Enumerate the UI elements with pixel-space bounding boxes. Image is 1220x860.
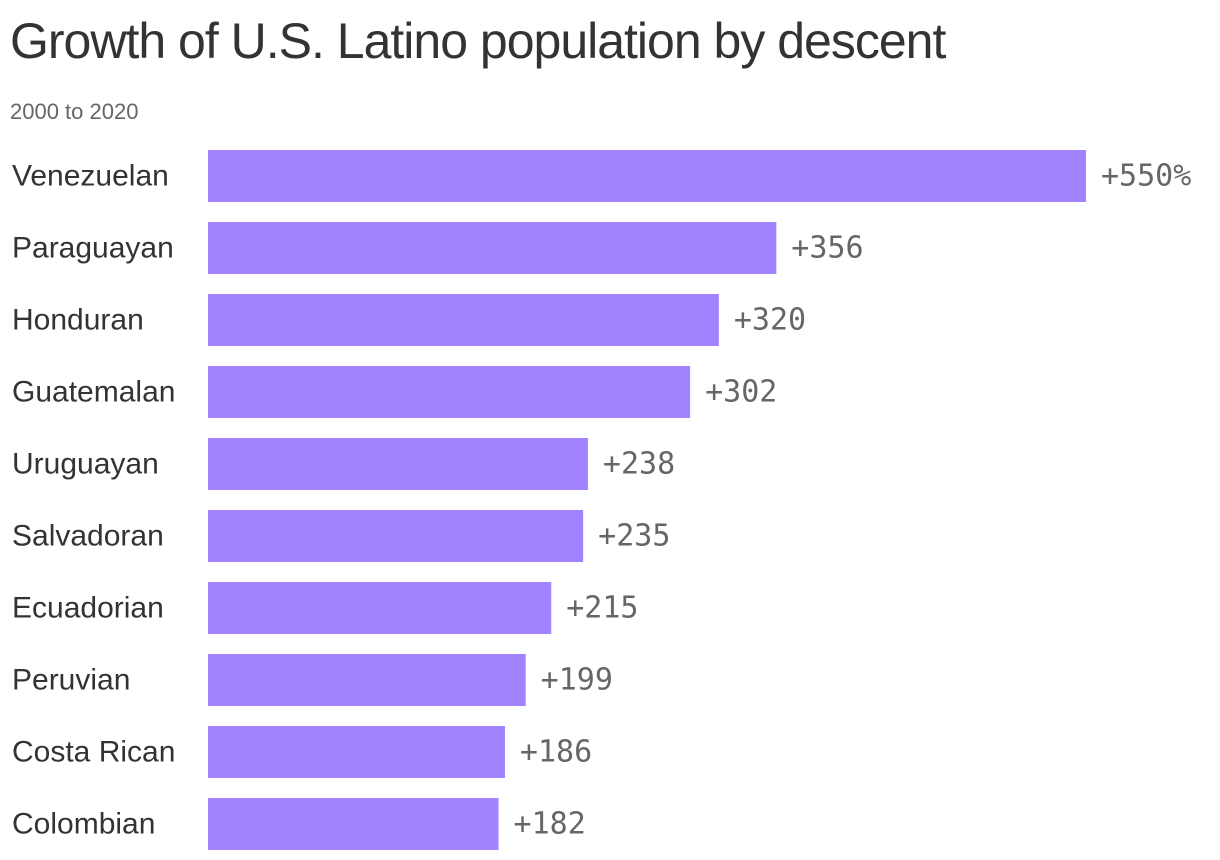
category-label-salvadoran: Salvadoran <box>12 520 164 553</box>
value-label-paraguayan: +356 <box>791 231 863 266</box>
category-label-uruguayan: Uruguayan <box>12 448 159 481</box>
category-label-peruvian: Peruvian <box>12 664 130 697</box>
value-label-colombian: +182 <box>514 807 586 842</box>
category-label-paraguayan: Paraguayan <box>12 232 174 265</box>
value-label-ecuadorian: +215 <box>566 591 638 626</box>
bar-peruvian <box>208 654 526 706</box>
category-label-ecuadorian: Ecuadorian <box>12 592 164 625</box>
category-label-costa-rican: Costa Rican <box>12 736 175 769</box>
value-label-guatemalan: +302 <box>705 375 777 410</box>
bar-salvadoran <box>208 510 584 562</box>
value-label-venezuelan: +550% <box>1101 159 1191 194</box>
value-label-peruvian: +199 <box>541 663 613 698</box>
bar-paraguayan <box>208 222 777 274</box>
chart-title: Growth of U.S. Latino population by desc… <box>10 13 946 69</box>
bar-colombian <box>208 798 499 850</box>
bar-guatemalan <box>208 366 691 418</box>
category-label-honduran: Honduran <box>12 304 144 337</box>
category-label-guatemalan: Guatemalan <box>12 376 175 409</box>
bar-costa-rican <box>208 726 505 778</box>
bar-uruguayan <box>208 438 588 490</box>
chart-subtitle: 2000 to 2020 <box>10 99 139 124</box>
value-label-costa-rican: +186 <box>520 735 592 770</box>
category-label-colombian: Colombian <box>12 808 155 841</box>
value-label-uruguayan: +238 <box>603 447 675 482</box>
category-label-venezuelan: Venezuelan <box>12 160 169 193</box>
bar-venezuelan <box>208 150 1086 202</box>
value-label-honduran: +320 <box>734 303 806 338</box>
bar-ecuadorian <box>208 582 552 634</box>
value-label-salvadoran: +235 <box>598 519 670 554</box>
bar-honduran <box>208 294 719 346</box>
